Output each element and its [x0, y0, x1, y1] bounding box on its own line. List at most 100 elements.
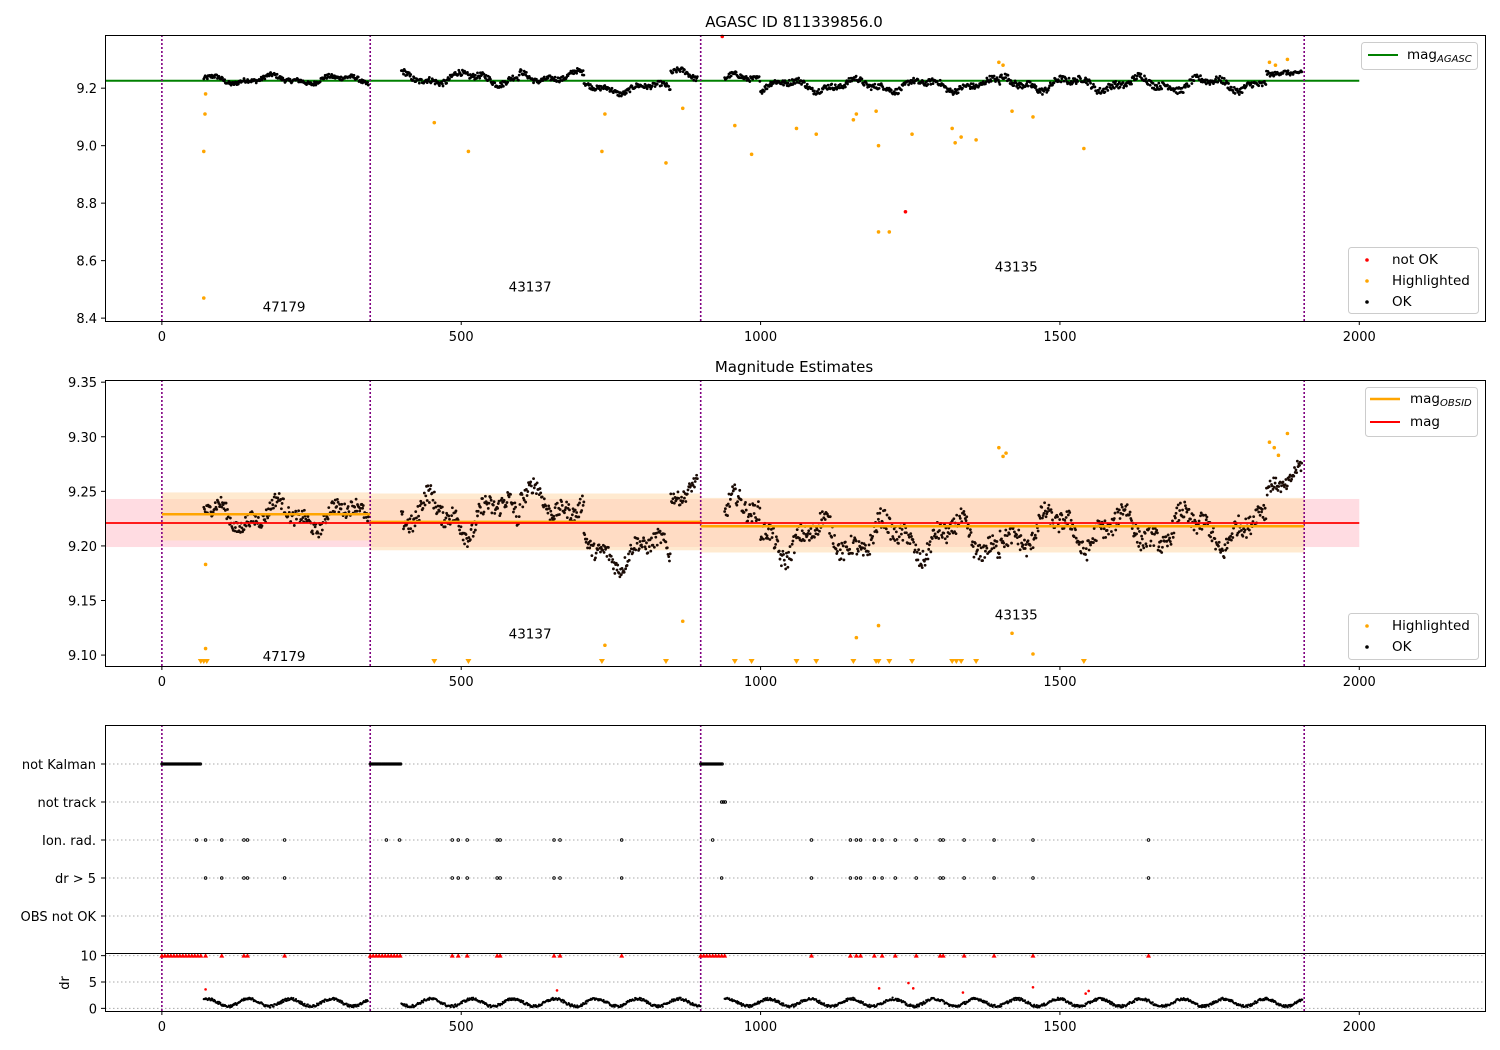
ion-rad-marker	[465, 838, 469, 842]
ok-point	[1172, 531, 1176, 535]
ok-point	[1293, 466, 1296, 469]
ok-point	[1280, 484, 1283, 488]
ok-point	[1157, 81, 1161, 85]
ok-point	[862, 83, 866, 87]
ok-point	[454, 509, 458, 513]
ok-point	[254, 515, 257, 518]
ok-point	[769, 80, 773, 84]
highlighted-point	[876, 623, 881, 628]
dr-point	[1127, 1002, 1131, 1005]
ok-point	[998, 529, 1002, 533]
ok-point	[592, 542, 596, 546]
dr-point	[942, 1000, 946, 1003]
ok-point	[869, 88, 873, 92]
flags-axes-frame	[105, 725, 1486, 1012]
ok-point	[1140, 534, 1143, 538]
ok-point	[1103, 90, 1107, 94]
ok-point	[448, 77, 451, 81]
ok-point	[542, 497, 546, 501]
ok-point	[575, 511, 579, 514]
ok-point	[1118, 85, 1122, 89]
highlighted-point	[1285, 57, 1290, 62]
ok-point	[297, 509, 301, 513]
ok-point	[1240, 91, 1244, 95]
ok-point	[323, 517, 327, 521]
ok-point	[1176, 92, 1179, 96]
ok-point	[965, 515, 969, 519]
ok-point	[895, 537, 899, 541]
ok-point	[791, 539, 795, 543]
ok-point	[1274, 476, 1278, 480]
ok-point	[1178, 509, 1182, 512]
ok-point	[1056, 515, 1059, 519]
ok-point	[818, 511, 822, 515]
ok-point	[734, 70, 738, 74]
ok-point	[895, 87, 899, 91]
ok-point	[1183, 500, 1187, 504]
ok-point	[971, 545, 975, 548]
ok-point	[681, 499, 685, 503]
middle-xtick-label: 500	[449, 675, 474, 690]
ok-point	[501, 84, 505, 88]
highlighted-point	[1276, 453, 1281, 458]
ok-point	[663, 532, 666, 536]
ok-point	[1069, 518, 1073, 522]
mag-legend-label: mag	[1410, 414, 1440, 430]
ok-point	[1292, 474, 1296, 478]
ok-point	[797, 76, 801, 80]
ok-point	[776, 539, 780, 543]
ok-point	[795, 80, 799, 84]
ok-point	[978, 543, 982, 547]
ok-point	[774, 542, 778, 546]
ok-point	[1114, 80, 1118, 83]
ok-point	[930, 537, 934, 540]
ok-point	[581, 69, 585, 73]
ok-point	[665, 82, 668, 85]
ok-point	[910, 535, 913, 538]
top-xtick-label: 500	[449, 330, 474, 345]
ok-point	[860, 77, 864, 81]
ok-point	[514, 515, 518, 518]
ok-point	[920, 566, 924, 570]
ion-rad-marker	[858, 838, 863, 842]
ok-point	[1166, 544, 1169, 548]
dr-gt-5-marker	[219, 876, 224, 880]
flags-data-layer	[105, 725, 1485, 1011]
dr-gt-5-marker	[619, 876, 624, 880]
ok-point	[548, 74, 552, 78]
dr-point	[1196, 1002, 1199, 1006]
highlighted-point	[603, 112, 607, 116]
dr-clipped-marker	[858, 953, 864, 958]
ok-point	[569, 516, 573, 520]
ok-point	[1002, 541, 1006, 545]
ok-point	[640, 545, 644, 549]
ok-point	[538, 487, 542, 490]
dr-gt-5-marker	[992, 876, 996, 880]
ok-point	[1270, 484, 1274, 488]
ok-point	[780, 564, 783, 568]
ok-point	[772, 526, 775, 530]
ok-point	[440, 523, 443, 527]
ok-point	[1285, 484, 1289, 488]
ok-point	[1219, 550, 1223, 554]
ok-point	[492, 500, 496, 504]
dr-gt-5-marker	[456, 876, 460, 880]
top-xtick-label: 1000	[744, 330, 777, 345]
ok-point	[802, 531, 806, 535]
ok-point	[1127, 513, 1131, 517]
ok-point	[1198, 527, 1202, 530]
ok-point	[1002, 545, 1006, 549]
ok-point	[532, 477, 535, 481]
ok-point	[915, 550, 919, 554]
ok-point	[542, 75, 546, 79]
ok-point	[477, 74, 481, 78]
ok-point	[279, 507, 283, 511]
ok-point	[1044, 515, 1048, 519]
ok-point	[1104, 536, 1108, 539]
mag-obsid-legend-main: mag	[1410, 391, 1440, 407]
ok-point	[1018, 548, 1022, 552]
ok-point	[695, 473, 699, 477]
ok-point	[1240, 528, 1243, 532]
ok-point	[645, 541, 648, 545]
highlighted-point	[680, 106, 685, 111]
